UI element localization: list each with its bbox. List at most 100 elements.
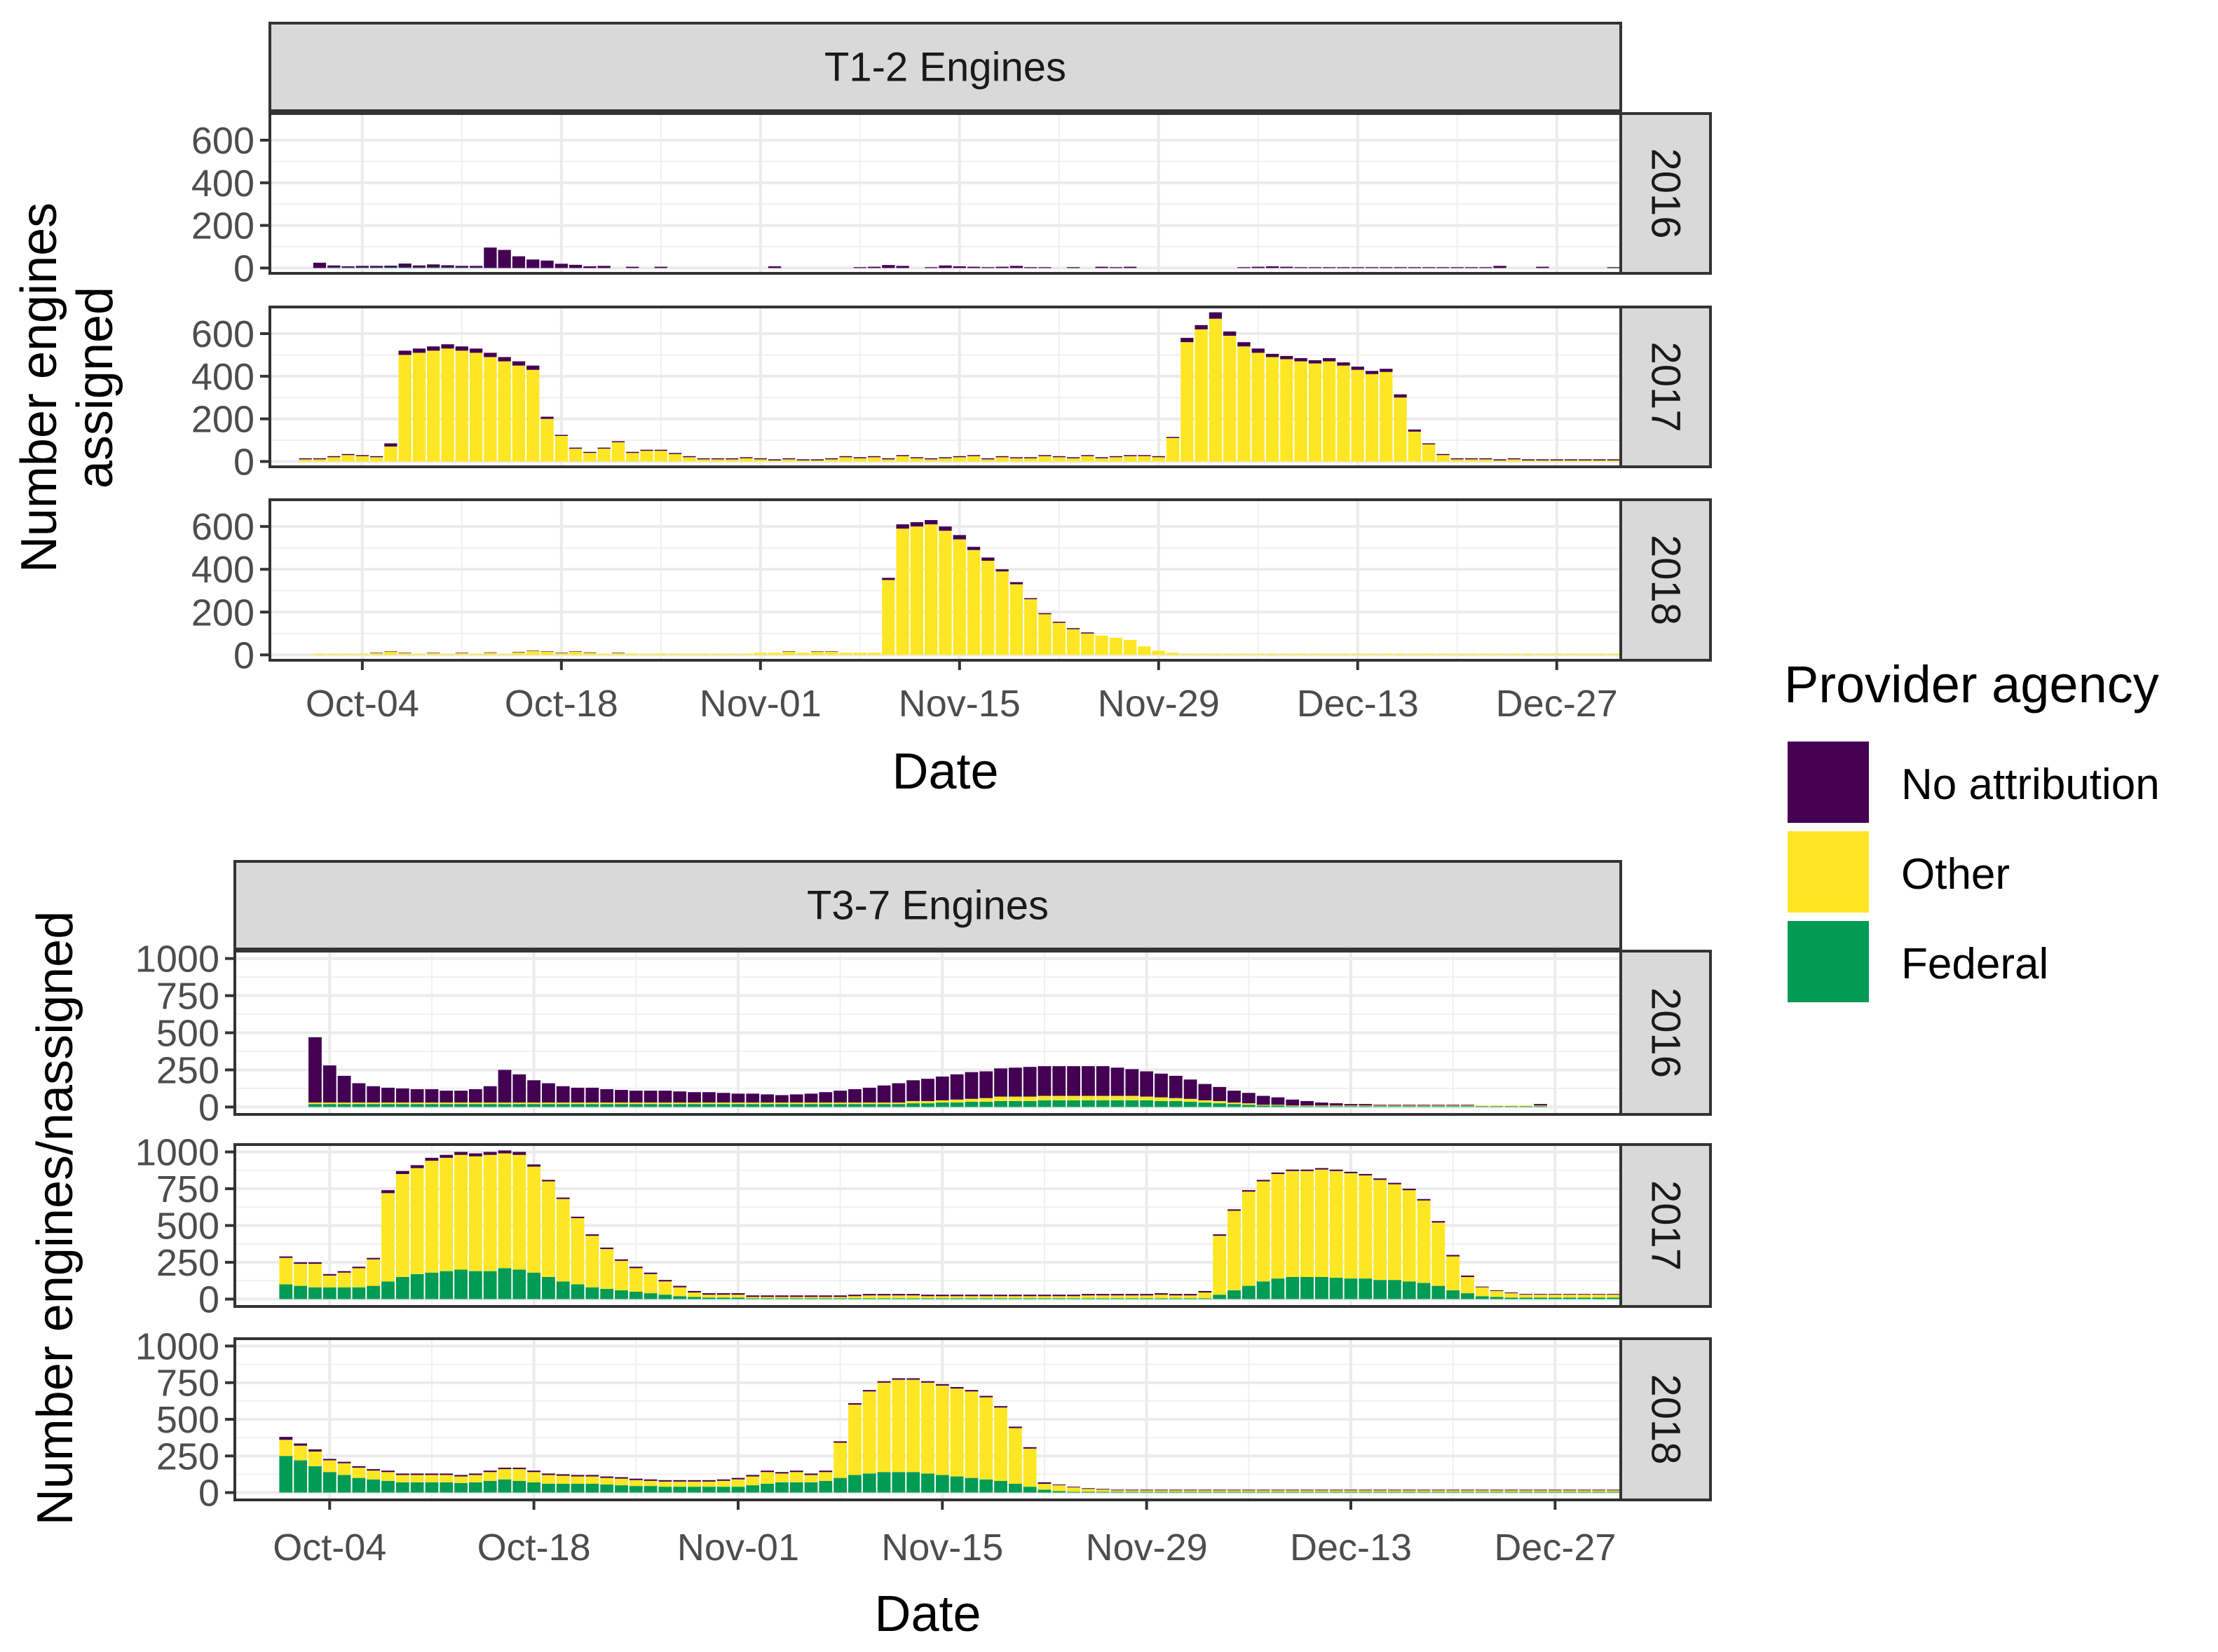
bar-no-attribution bbox=[1308, 267, 1322, 268]
bar-no-attribution bbox=[1504, 1489, 1518, 1491]
bar-no-attribution bbox=[483, 1086, 497, 1103]
bar-other bbox=[1241, 1103, 1256, 1105]
bar-other bbox=[782, 459, 796, 462]
bar-federal bbox=[1329, 1106, 1343, 1107]
bar-federal bbox=[1388, 1491, 1401, 1493]
bar-federal bbox=[789, 1298, 803, 1299]
bar-other bbox=[1124, 639, 1137, 655]
bar-other bbox=[498, 1103, 512, 1105]
bar-no-attribution bbox=[1271, 1489, 1285, 1491]
bar-other bbox=[1563, 1490, 1577, 1492]
bar-other bbox=[731, 1103, 745, 1105]
bar-federal bbox=[1052, 1298, 1066, 1299]
bar-no-attribution bbox=[1365, 371, 1379, 374]
x-tick-label: Dec-27 bbox=[1496, 683, 1618, 725]
bar-no-attribution bbox=[398, 350, 411, 355]
bar-no-attribution bbox=[1052, 1484, 1066, 1486]
bar-other bbox=[1241, 1192, 1256, 1286]
bar-no-attribution bbox=[1365, 267, 1379, 268]
bar-no-attribution bbox=[498, 1070, 512, 1103]
bar-other bbox=[1593, 653, 1606, 655]
bar-federal bbox=[1169, 1491, 1183, 1493]
bar-federal bbox=[512, 1269, 526, 1299]
bar-other bbox=[1461, 1490, 1474, 1492]
bar-no-attribution bbox=[498, 357, 511, 362]
bar-no-attribution bbox=[644, 1479, 658, 1481]
bar-other bbox=[615, 1478, 628, 1486]
bar-other bbox=[1607, 1490, 1620, 1492]
bar-no-attribution bbox=[1422, 443, 1436, 445]
bar-other bbox=[1237, 346, 1251, 462]
bar-other bbox=[921, 1296, 934, 1299]
bar-other bbox=[441, 348, 454, 462]
bar-other bbox=[925, 524, 938, 655]
bar-no-attribution bbox=[1294, 267, 1307, 268]
bar-federal bbox=[1461, 1293, 1474, 1299]
bar-no-attribution bbox=[455, 266, 468, 268]
bar-no-attribution bbox=[412, 348, 426, 353]
bar-other bbox=[1280, 653, 1293, 655]
bar-other bbox=[761, 1297, 774, 1299]
bar-other bbox=[1271, 1174, 1285, 1279]
bar-no-attribution bbox=[716, 1093, 730, 1103]
bar-no-attribution bbox=[1241, 1190, 1256, 1192]
bar-other bbox=[1464, 459, 1478, 462]
bar-no-attribution bbox=[1373, 1489, 1387, 1491]
bar-no-attribution bbox=[626, 451, 639, 453]
bar-federal bbox=[279, 1456, 293, 1493]
bar-other bbox=[341, 455, 355, 462]
bar-no-attribution bbox=[673, 1091, 687, 1103]
bar-no-attribution bbox=[512, 652, 526, 653]
bar-other bbox=[697, 653, 710, 655]
bar-no-attribution bbox=[540, 260, 554, 268]
bar-no-attribution bbox=[440, 1154, 454, 1158]
bar-no-attribution bbox=[1038, 455, 1052, 456]
bar-other bbox=[1124, 456, 1137, 462]
bar-no-attribution bbox=[1394, 394, 1407, 398]
bar-no-attribution bbox=[425, 1473, 439, 1475]
facet-strip-year-label: 2017 bbox=[1643, 1180, 1689, 1271]
bar-no-attribution bbox=[825, 651, 838, 652]
bar-other bbox=[313, 653, 327, 655]
bar-no-attribution bbox=[410, 1473, 424, 1475]
bar-other bbox=[1522, 653, 1535, 655]
bar-no-attribution bbox=[935, 1384, 949, 1386]
bar-no-attribution bbox=[279, 1437, 293, 1440]
bar-other bbox=[1081, 633, 1094, 655]
bar-other bbox=[644, 1103, 658, 1105]
bar-no-attribution bbox=[512, 1074, 526, 1103]
bar-federal bbox=[1110, 1298, 1124, 1299]
bar-federal bbox=[1446, 1491, 1460, 1493]
bar-federal bbox=[1008, 1100, 1022, 1107]
bar-no-attribution bbox=[1351, 267, 1364, 268]
bar-federal bbox=[1475, 1106, 1489, 1107]
bar-other bbox=[1534, 1105, 1547, 1107]
bar-federal bbox=[1373, 1491, 1387, 1493]
bar-no-attribution bbox=[834, 1441, 848, 1443]
bar-federal bbox=[1490, 1297, 1504, 1299]
bar-no-attribution bbox=[1256, 1489, 1270, 1491]
bar-no-attribution bbox=[746, 1093, 760, 1103]
bar-no-attribution bbox=[341, 266, 355, 268]
bar-other bbox=[322, 1460, 336, 1473]
bar-federal bbox=[1504, 1106, 1518, 1107]
bar-no-attribution bbox=[1052, 1066, 1066, 1096]
bar-no-attribution bbox=[615, 1259, 628, 1261]
bar-federal bbox=[1256, 1105, 1270, 1107]
bar-other bbox=[484, 357, 497, 462]
bar-federal bbox=[1082, 1298, 1095, 1299]
bar-other bbox=[512, 1154, 526, 1270]
bar-other bbox=[412, 353, 426, 462]
bar-no-attribution bbox=[427, 264, 440, 268]
bar-no-attribution bbox=[1169, 1075, 1183, 1098]
bar-no-attribution bbox=[1241, 1093, 1256, 1104]
bar-federal bbox=[527, 1104, 541, 1107]
bar-no-attribution bbox=[965, 1072, 979, 1099]
bar-no-attribution bbox=[540, 651, 554, 652]
bar-federal bbox=[1402, 1281, 1416, 1299]
bar-no-attribution bbox=[1169, 1294, 1183, 1296]
bar-no-attribution bbox=[1402, 1189, 1416, 1191]
bar-federal bbox=[483, 1480, 497, 1493]
bar-federal bbox=[352, 1287, 366, 1299]
bar-no-attribution bbox=[935, 1295, 949, 1297]
